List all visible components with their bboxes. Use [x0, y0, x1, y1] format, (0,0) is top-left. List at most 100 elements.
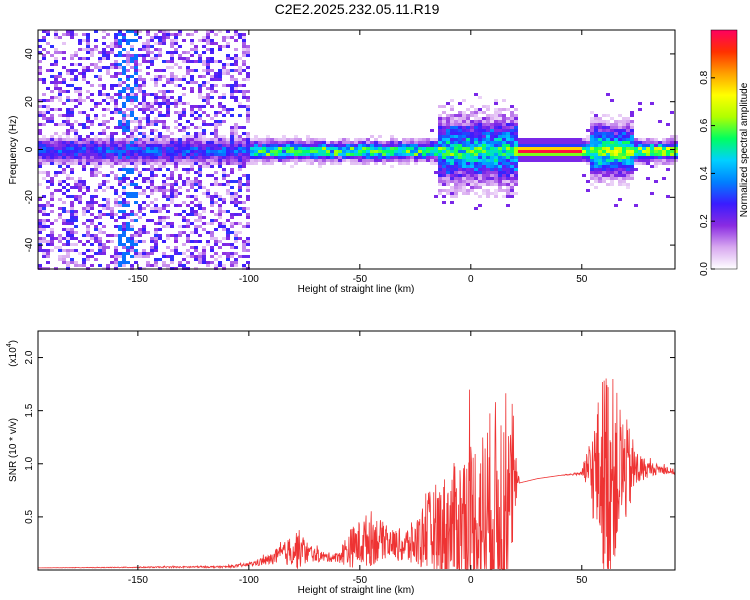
heat-cell — [38, 156, 42, 159]
heat-cell — [234, 195, 238, 198]
heat-cell — [602, 129, 606, 132]
snr-line — [38, 378, 675, 570]
heat-cell — [298, 153, 302, 156]
colorbar-gradient — [710, 29, 738, 270]
heat-cell — [634, 153, 638, 156]
heat-cell — [62, 51, 66, 54]
heat-cell — [102, 66, 106, 69]
heat-cell — [118, 54, 122, 57]
heat-cell — [586, 138, 590, 141]
heat-cell — [642, 144, 646, 147]
heat-cell — [470, 189, 474, 192]
heat-cell — [122, 216, 126, 219]
heat-cell — [194, 195, 198, 198]
heat-cell — [554, 141, 558, 144]
heat-cell — [606, 144, 610, 147]
heat-cell — [198, 132, 202, 135]
heat-cell — [230, 180, 234, 183]
heat-cell — [166, 225, 170, 228]
heat-cell — [454, 147, 458, 150]
heat-cell — [86, 48, 90, 51]
heat-cell — [114, 54, 118, 57]
heat-cell — [234, 30, 238, 33]
heat-cell — [150, 240, 154, 243]
heat-cell — [194, 69, 198, 72]
heat-cell — [130, 141, 134, 144]
heat-cell — [482, 189, 486, 192]
heat-cell — [366, 150, 370, 153]
heat-cell — [194, 198, 198, 201]
heat-cell — [58, 108, 62, 111]
heat-cell — [166, 102, 170, 105]
heat-cell — [210, 204, 214, 207]
heat-cell — [606, 171, 610, 174]
heat-cell — [482, 192, 486, 195]
heat-cell — [90, 213, 94, 216]
heat-cell — [534, 156, 538, 159]
heat-cell — [334, 156, 338, 159]
heat-cell — [134, 60, 138, 63]
heat-cell — [658, 162, 662, 165]
heat-cell — [270, 162, 274, 165]
heat-cell — [118, 228, 122, 231]
heat-cell — [70, 126, 74, 129]
heat-cell — [114, 159, 118, 162]
heat-cell — [506, 192, 510, 195]
heat-cell — [610, 99, 614, 102]
heat-cell — [494, 141, 498, 144]
heat-cell — [570, 144, 574, 147]
heat-cell — [494, 117, 498, 120]
heat-cell — [146, 66, 150, 69]
heat-cell — [66, 147, 70, 150]
heat-cell — [534, 153, 538, 156]
heat-cell — [178, 57, 182, 60]
heat-cell — [606, 132, 610, 135]
heat-cell — [94, 147, 98, 150]
heat-cell — [98, 57, 102, 60]
heat-cell — [526, 150, 530, 153]
heat-cell — [230, 168, 234, 171]
heat-cell — [138, 78, 142, 81]
heat-cell — [494, 99, 498, 102]
heat-cell — [510, 126, 514, 129]
heat-cell — [98, 78, 102, 81]
heat-cell — [138, 192, 142, 195]
heat-cell — [494, 114, 498, 117]
heat-cell — [470, 177, 474, 180]
heat-cell — [210, 78, 214, 81]
heat-cell — [674, 141, 678, 144]
heat-cell — [202, 39, 206, 42]
heat-cell — [94, 153, 98, 156]
heat-cell — [482, 174, 486, 177]
heat-cell — [118, 225, 122, 228]
heat-cell — [350, 147, 354, 150]
heat-cell — [490, 135, 494, 138]
heat-cell — [326, 144, 330, 147]
heat-cell — [94, 216, 98, 219]
heat-cell — [222, 237, 226, 240]
heat-cell — [210, 75, 214, 78]
heat-cell — [634, 141, 638, 144]
heat-cell — [226, 147, 230, 150]
heat-cell — [234, 162, 238, 165]
heat-cell — [218, 222, 222, 225]
heat-cell — [70, 147, 74, 150]
heat-cell — [162, 135, 166, 138]
heat-cell — [442, 195, 446, 198]
heat-cell — [386, 141, 390, 144]
heat-cell — [450, 168, 454, 171]
heat-cell — [138, 204, 142, 207]
heat-cell — [630, 153, 634, 156]
heat-cell — [98, 156, 102, 159]
heat-cell — [374, 153, 378, 156]
heat-cell — [442, 150, 446, 153]
heat-cell — [150, 219, 154, 222]
heat-cell — [446, 165, 450, 168]
heat-cell — [42, 159, 46, 162]
heat-cell — [98, 93, 102, 96]
heat-cell — [642, 147, 646, 150]
heat-cell — [126, 249, 130, 252]
heat-cell — [102, 156, 106, 159]
heat-cell — [166, 189, 170, 192]
heat-cell — [210, 57, 214, 60]
